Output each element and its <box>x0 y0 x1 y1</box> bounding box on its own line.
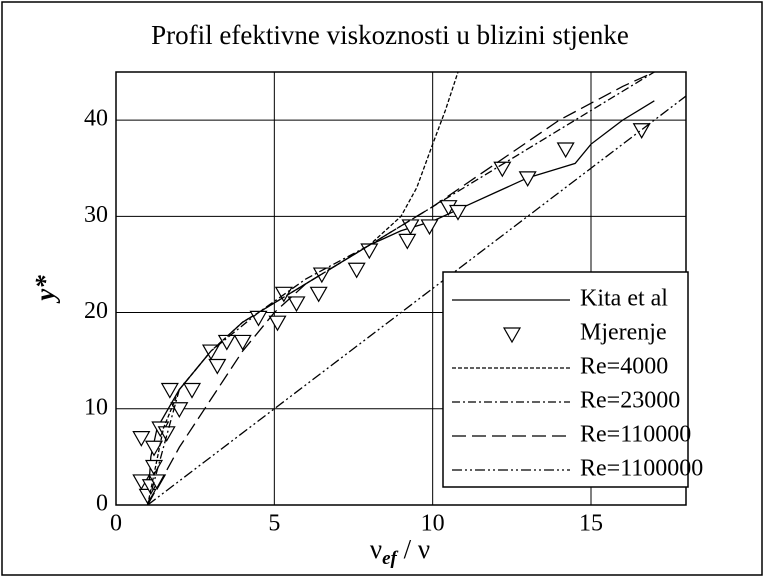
legend-label: Kita et al <box>580 286 668 312</box>
x-label-part: ν <box>370 534 382 564</box>
series-line <box>147 72 459 505</box>
legend-label: Re=1100000 <box>580 456 703 482</box>
marker <box>160 382 179 399</box>
chart-title: Profil efektivne viskoznosti u blizini s… <box>151 20 629 50</box>
marker <box>312 267 331 284</box>
marker <box>398 233 417 250</box>
y-axis-label: y* <box>30 275 60 304</box>
legend-marker <box>502 327 522 344</box>
marker <box>144 440 164 457</box>
marker <box>420 219 439 236</box>
y-tick-label: 20 <box>84 298 108 324</box>
marker <box>401 219 420 236</box>
marker <box>556 142 575 159</box>
marker <box>309 286 328 303</box>
y-tick-label: 40 <box>84 106 108 132</box>
marker <box>268 315 287 332</box>
marker <box>182 382 202 399</box>
x-label-part: / ν <box>397 534 430 564</box>
marker <box>217 334 236 351</box>
legend-label: Mjerenje <box>580 320 667 346</box>
series-line <box>147 72 655 505</box>
x-label-sub: ef <box>382 548 398 569</box>
x-tick-label: 15 <box>579 511 603 537</box>
legend-label: Re=110000 <box>580 422 691 448</box>
legend-box <box>442 271 689 488</box>
marker <box>132 431 151 447</box>
marker <box>208 358 227 375</box>
legend-label: Re=23000 <box>580 388 680 414</box>
x-axis-label: νef / ν <box>370 534 430 569</box>
marker <box>493 161 512 178</box>
y-tick-label: 30 <box>84 202 108 228</box>
marker <box>287 296 306 313</box>
marker <box>233 334 252 351</box>
marker <box>360 243 379 260</box>
y-tick-label: 10 <box>84 394 108 420</box>
y-tick-label: 0 <box>96 491 108 517</box>
marker <box>518 171 537 188</box>
x-tick-label: 0 <box>110 511 122 537</box>
marker <box>249 310 268 327</box>
marker <box>347 262 366 279</box>
marker <box>448 204 468 221</box>
x-tick-label: 10 <box>421 511 445 537</box>
legend-label: Re=4000 <box>580 354 668 380</box>
x-tick-label: 5 <box>268 511 280 537</box>
